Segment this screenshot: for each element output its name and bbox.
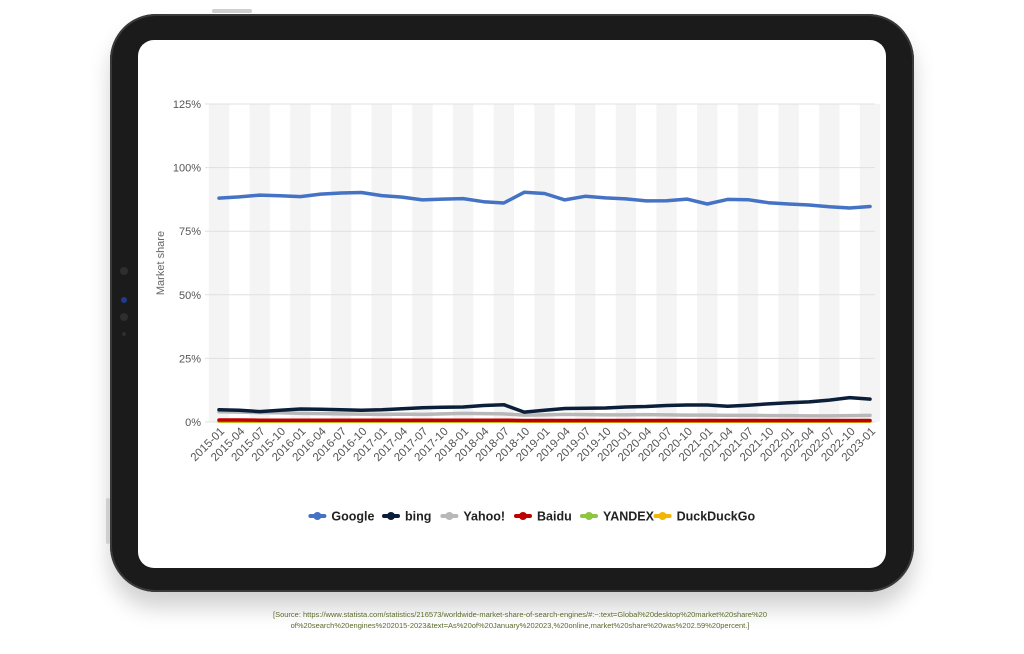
plot-band (208, 104, 230, 422)
tablet-camera-lens (120, 313, 128, 321)
plot-band (412, 104, 433, 422)
series-line-yahoo (217, 410, 872, 418)
legend-marker (445, 512, 454, 520)
plot-band (615, 104, 637, 422)
series-line-baidu (217, 418, 872, 423)
plot-band (249, 104, 270, 422)
y-tick-label: 0% (185, 417, 201, 429)
y-tick-label: 75% (179, 226, 201, 238)
legend-label: YANDEX (603, 510, 655, 524)
series-line-google (217, 190, 872, 210)
source-line-1: [Source: https://www.statista.com/statis… (273, 610, 767, 619)
source-line-2: of%20search%20engines%202015-2023&text=A… (290, 621, 750, 630)
plot-band (819, 104, 840, 422)
plot-band (493, 104, 514, 422)
plot-band (534, 104, 555, 422)
plot-band (656, 104, 677, 422)
tablet-sensor-dot (122, 332, 126, 336)
source-citation: [Source: https://www.statista.com/statis… (200, 609, 840, 631)
plot-band (371, 104, 392, 422)
tablet-camera (120, 267, 128, 275)
plot-band (452, 104, 474, 422)
y-tick-label: 25% (179, 353, 201, 365)
legend-marker (313, 512, 322, 520)
tablet-side-button (106, 498, 110, 544)
legend-marker (658, 512, 667, 520)
plot-band (859, 104, 881, 422)
plot-band (330, 104, 352, 422)
legend-label: Google (331, 510, 374, 524)
y-tick-label: 50% (179, 290, 201, 302)
series-line-bing (217, 395, 872, 414)
legend-marker (387, 512, 395, 520)
legend-label: Yahoo! (463, 510, 505, 524)
plot-band (575, 104, 596, 422)
legend-marker (519, 512, 527, 520)
y-axis-label: Market share (155, 231, 167, 295)
plot-band (290, 104, 311, 422)
tablet-sensor (121, 297, 127, 303)
y-tick-label: 100% (173, 163, 201, 175)
legend-label: DuckDuckGo (677, 510, 756, 524)
y-tick-label: 125% (173, 99, 201, 111)
legend-label: Baidu (537, 510, 572, 524)
tablet-top-button (212, 9, 252, 13)
plot-band (737, 104, 759, 422)
legend-label: bing (405, 510, 431, 524)
plot-band (778, 104, 799, 422)
legend-marker (585, 512, 593, 520)
plot-band (697, 104, 718, 422)
